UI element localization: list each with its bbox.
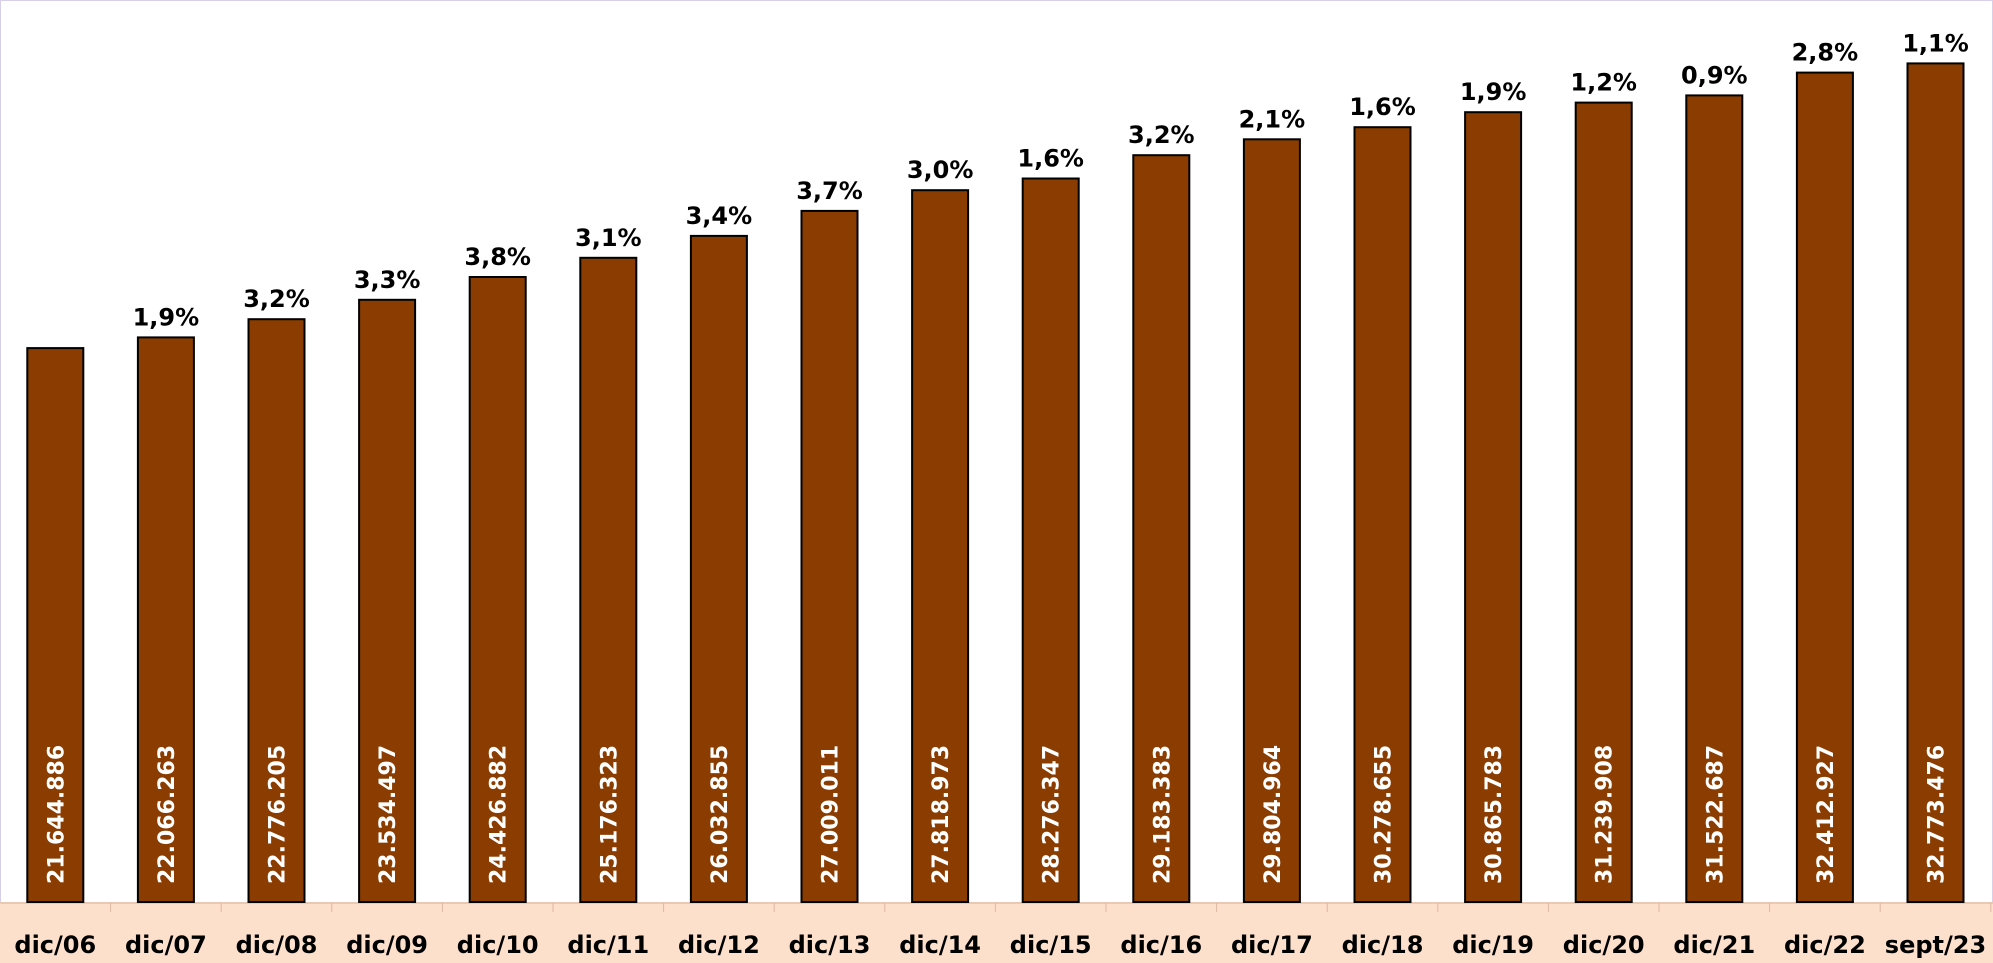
category-label: dic/16	[1120, 931, 1202, 959]
value-label: 25.176.323	[597, 745, 622, 884]
category-label: dic/19	[1452, 931, 1534, 959]
bar-dic-06	[26, 347, 85, 904]
category-label: dic/18	[1342, 931, 1424, 959]
bar-dic-16	[1132, 154, 1191, 903]
category-label: dic/21	[1673, 931, 1755, 959]
growth-label: 1,2%	[1570, 69, 1637, 97]
category-label: dic/12	[678, 931, 760, 959]
value-label: 21.644.886	[44, 745, 69, 884]
bar-dic-09	[358, 298, 417, 903]
category-label: dic/15	[1010, 931, 1092, 959]
value-label: 31.522.687	[1703, 745, 1728, 884]
value-label: 27.009.011	[819, 745, 844, 884]
category-label: dic/13	[789, 931, 871, 959]
growth-label: 3,2%	[1128, 121, 1195, 149]
category-label: dic/11	[567, 931, 649, 959]
bar-dic-13	[800, 209, 859, 903]
category-label: sept/23	[1885, 931, 1986, 959]
growth-label: 1,6%	[1349, 93, 1416, 121]
value-label: 32.412.927	[1814, 745, 1839, 884]
category-label: dic/14	[899, 931, 981, 959]
bar-dic-07	[136, 336, 195, 903]
growth-label: 1,1%	[1902, 29, 1969, 57]
growth-label: 3,2%	[243, 285, 310, 313]
growth-label: 3,7%	[796, 177, 863, 205]
value-label: 28.276.347	[1040, 745, 1065, 884]
growth-label: 3,1%	[575, 224, 642, 252]
value-label: 27.818.973	[929, 745, 954, 884]
bar-dic-10	[468, 276, 527, 903]
bar-dic-14	[911, 189, 970, 903]
bar-dic-18	[1353, 126, 1412, 903]
value-label: 22.776.205	[266, 745, 291, 884]
bar-dic-22	[1795, 71, 1854, 904]
bar-dic-20	[1574, 101, 1633, 904]
value-label: 31.239.908	[1593, 745, 1618, 884]
value-label: 32.773.476	[1925, 745, 1950, 884]
growth-label: 0,9%	[1681, 61, 1748, 89]
category-label: dic/08	[236, 931, 318, 959]
category-label: dic/06	[14, 931, 96, 959]
growth-label: 1,9%	[133, 303, 200, 331]
bar-dic-08	[247, 318, 306, 903]
bar-dic-21	[1685, 94, 1744, 903]
category-label: dic/09	[346, 931, 428, 959]
category-label: dic/07	[125, 931, 207, 959]
bar-sept-23	[1906, 62, 1965, 903]
category-label: dic/20	[1563, 931, 1645, 959]
value-label: 30.278.655	[1372, 745, 1397, 884]
value-label: 26.032.855	[708, 745, 733, 884]
bar-dic-11	[579, 256, 638, 903]
value-label: 30.865.783	[1482, 745, 1507, 884]
growth-label: 3,0%	[907, 156, 974, 184]
growth-label: 3,8%	[464, 243, 531, 271]
value-label: 29.183.383	[1150, 745, 1175, 884]
growth-label: 1,6%	[1017, 145, 1084, 173]
growth-label: 2,1%	[1239, 105, 1306, 133]
value-label: 29.804.964	[1261, 745, 1286, 884]
growth-label: 2,8%	[1792, 39, 1859, 67]
value-label: 22.066.263	[155, 745, 180, 884]
bar-dic-17	[1242, 138, 1301, 904]
growth-label: 3,4%	[686, 202, 753, 230]
category-axis-band	[0, 904, 1993, 963]
category-label: dic/10	[457, 931, 539, 959]
value-label: 24.426.882	[487, 745, 512, 884]
bar-dic-15	[1021, 177, 1080, 903]
category-label: dic/17	[1231, 931, 1313, 959]
category-label: dic/22	[1784, 931, 1866, 959]
bar-dic-19	[1464, 111, 1523, 903]
growth-label: 1,9%	[1460, 78, 1527, 106]
growth-label: 3,3%	[354, 266, 421, 294]
value-label: 23.534.497	[376, 745, 401, 884]
bar-dic-12	[689, 234, 748, 903]
